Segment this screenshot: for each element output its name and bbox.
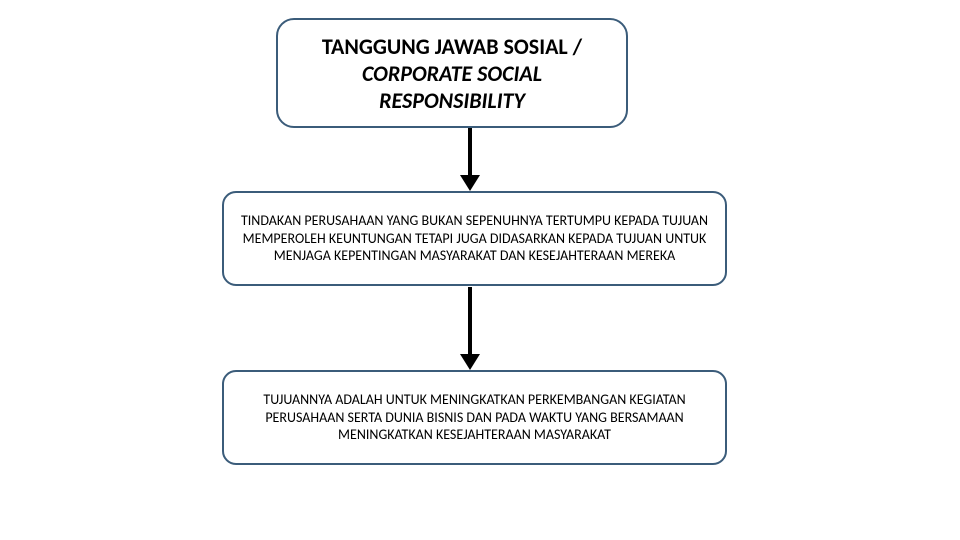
title-line-2: CORPORATE SOCIAL xyxy=(362,60,542,87)
definition-text: TINDAKAN PERUSAHAAN YANG BUKAN SEPENUHNY… xyxy=(238,212,711,265)
arrow-2-head-icon xyxy=(460,354,480,370)
title-line-3: RESPONSIBILITY xyxy=(379,87,525,114)
title-box: TANGGUNG JAWAB SOSIAL / CORPORATE SOCIAL… xyxy=(276,18,628,128)
purpose-text: TUJUANNYA ADALAH UNTUK MENINGKATKAN PERK… xyxy=(238,391,711,444)
arrow-1-head-icon xyxy=(460,175,480,191)
purpose-box: TUJUANNYA ADALAH UNTUK MENINGKATKAN PERK… xyxy=(222,370,727,465)
arrow-1-line xyxy=(468,128,472,175)
arrow-2-line xyxy=(468,287,472,354)
definition-box: TINDAKAN PERUSAHAAN YANG BUKAN SEPENUHNY… xyxy=(222,191,727,286)
title-line-1: TANGGUNG JAWAB SOSIAL / xyxy=(322,33,582,60)
